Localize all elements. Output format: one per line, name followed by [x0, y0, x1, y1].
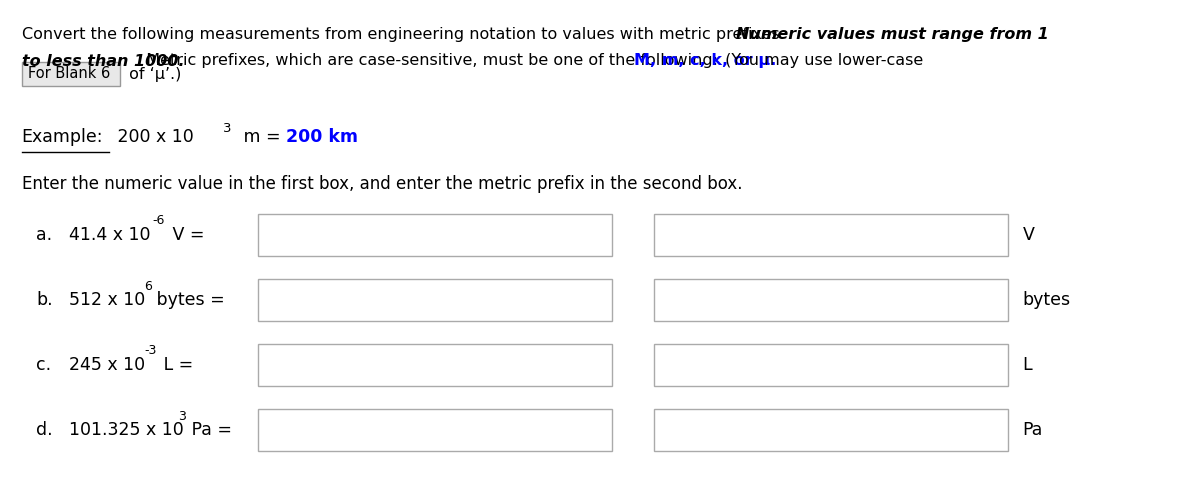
- Text: Numeric values must range from 1: Numeric values must range from 1: [736, 28, 1049, 42]
- Text: 200 x 10: 200 x 10: [112, 128, 193, 146]
- Text: 512 x 10: 512 x 10: [58, 291, 145, 309]
- Text: of ‘μ’.): of ‘μ’.): [124, 66, 181, 82]
- Text: 245 x 10: 245 x 10: [58, 356, 145, 374]
- Text: Convert the following measurements from engineering notation to values with metr: Convert the following measurements from …: [22, 28, 790, 42]
- Text: bytes =: bytes =: [151, 291, 224, 309]
- Text: 200 km: 200 km: [286, 128, 358, 146]
- Text: Example:: Example:: [22, 128, 103, 146]
- Text: M, m, c, k, or μ.: M, m, c, k, or μ.: [634, 54, 776, 68]
- Text: For Blank 6: For Blank 6: [28, 66, 110, 82]
- Text: (You may use lower-case: (You may use lower-case: [720, 54, 923, 68]
- Text: a.: a.: [36, 226, 52, 244]
- Text: -6: -6: [152, 214, 166, 228]
- Text: 41.4 x 10: 41.4 x 10: [58, 226, 150, 244]
- Text: Pa =: Pa =: [186, 421, 232, 439]
- Text: 101.325 x 10: 101.325 x 10: [58, 421, 184, 439]
- Text: Metric prefixes, which are case-sensitive, must be one of the following:: Metric prefixes, which are case-sensitiv…: [136, 54, 722, 68]
- FancyBboxPatch shape: [654, 278, 1008, 321]
- FancyBboxPatch shape: [654, 409, 1008, 451]
- FancyBboxPatch shape: [654, 214, 1008, 256]
- FancyBboxPatch shape: [654, 344, 1008, 386]
- FancyBboxPatch shape: [258, 278, 612, 321]
- Text: b.: b.: [36, 291, 53, 309]
- Text: L =: L =: [158, 356, 193, 374]
- Text: c.: c.: [36, 356, 52, 374]
- FancyBboxPatch shape: [22, 62, 120, 86]
- Text: L: L: [1022, 356, 1032, 374]
- Text: Pa: Pa: [1022, 421, 1043, 439]
- Text: d.: d.: [36, 421, 53, 439]
- Text: V =: V =: [167, 226, 204, 244]
- FancyBboxPatch shape: [258, 344, 612, 386]
- Text: Enter the numeric value in the first box, and enter the metric prefix in the sec: Enter the numeric value in the first box…: [22, 175, 742, 193]
- Text: V: V: [1022, 226, 1034, 244]
- FancyBboxPatch shape: [258, 214, 612, 256]
- Text: 6: 6: [144, 280, 152, 292]
- Text: m =: m =: [238, 128, 286, 146]
- FancyBboxPatch shape: [258, 409, 612, 451]
- Text: -3: -3: [144, 344, 156, 358]
- Text: to less than 1000.: to less than 1000.: [22, 54, 185, 68]
- Text: 3: 3: [223, 122, 232, 136]
- Text: 3: 3: [179, 410, 186, 422]
- Text: bytes: bytes: [1022, 291, 1070, 309]
